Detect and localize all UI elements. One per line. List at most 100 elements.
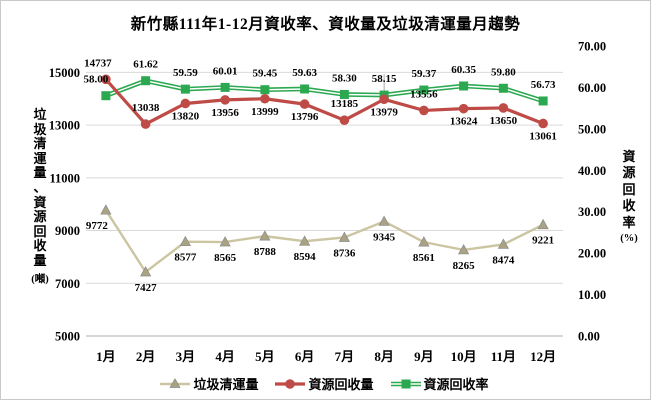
square-marker <box>260 85 270 95</box>
series-waste-clearance-labels: 9772 7427 8577 8565 8788 8594 8736 9345 8561 8265… <box>86 220 554 294</box>
series-line <box>105 78 544 104</box>
month-label: 5月 <box>255 349 275 364</box>
data-label: 13556 <box>410 88 438 100</box>
data-label: 13650 <box>490 115 518 127</box>
data-label: 13185 <box>331 98 359 110</box>
square-marker <box>538 96 548 106</box>
data-label: 13999 <box>251 106 279 118</box>
circle-marker <box>419 105 429 116</box>
month-label: 9月 <box>414 349 434 364</box>
square-marker <box>459 81 469 91</box>
month-label: 6月 <box>295 349 315 364</box>
series-waste-clearance <box>100 204 549 277</box>
triangle-marker <box>219 236 231 247</box>
triangle-marker <box>179 235 191 247</box>
square-marker <box>419 85 429 95</box>
data-label: 56.73 <box>531 79 556 91</box>
data-label: 59.45 <box>253 68 278 80</box>
triangle-marker <box>259 230 271 241</box>
data-label: 8788 <box>254 246 277 258</box>
triangle-marker <box>537 218 549 230</box>
series-line-stripe <box>105 79 544 102</box>
circle-marker <box>498 103 509 113</box>
data-label: 13956 <box>211 107 239 119</box>
circle-marker <box>101 74 111 85</box>
data-label: 58.15 <box>372 73 397 85</box>
month-label: 1月 <box>96 349 116 364</box>
waste-clearance-legend-icon <box>160 377 191 388</box>
data-label: 8265 <box>453 260 476 272</box>
triangle-marker <box>140 266 152 277</box>
square-marker <box>498 83 508 93</box>
legend-label: 資源回收量 <box>308 377 374 392</box>
recycling-amount-legend-icon <box>275 378 306 389</box>
data-label: 8736 <box>333 248 356 260</box>
data-label: 8474 <box>492 254 515 266</box>
data-label: 9345 <box>373 231 396 243</box>
series-line <box>104 78 544 127</box>
circle-marker <box>458 103 469 114</box>
data-label: 13038 <box>132 102 160 114</box>
data-label: 8561 <box>413 252 435 264</box>
right-tick-label: 0.00 <box>578 330 600 344</box>
circle-marker <box>140 119 151 129</box>
square-marker <box>339 89 349 99</box>
series-recycling-rate-labels: 58.00 61.62 59.59 60.01 59.45 59.63 58.30 58.15… <box>84 59 557 91</box>
triangle-marker <box>100 204 112 215</box>
square-marker <box>300 84 310 94</box>
right-axis-title-text: 資源回收率 <box>622 149 636 230</box>
data-label: 7427 <box>135 282 158 294</box>
triangle-marker <box>458 243 470 255</box>
data-label: 9772 <box>86 220 109 232</box>
right-tick-label: 50.00 <box>578 122 606 136</box>
series-recycling-amount-labels: 14737 13038 13820 13956 13999 13796 13185 13979… <box>84 57 557 142</box>
data-label: 8565 <box>214 252 237 264</box>
legend-label: 垃圾清運量 <box>193 377 259 392</box>
triangle-marker <box>338 231 350 242</box>
month-label: 8月 <box>374 349 394 364</box>
month-label: 4月 <box>215 349 235 364</box>
left-axis-unit: (噸) <box>31 273 49 285</box>
data-label: 13061 <box>529 130 557 142</box>
data-label: 58.30 <box>332 72 357 84</box>
right-tick-label: 40.00 <box>578 164 606 178</box>
left-tick-label: 15000 <box>49 66 80 80</box>
circle-marker <box>379 94 389 105</box>
square-marker <box>180 84 190 94</box>
right-axis-ticks: 0.00 10.00 20.00 30.00 40.00 50.00 60.00 70.00 <box>578 40 606 344</box>
data-label: 59.37 <box>412 68 437 80</box>
data-label: 59.59 <box>173 67 198 79</box>
month-label: 12月 <box>530 349 556 364</box>
data-label: 14737 <box>84 57 112 69</box>
data-label: 60.35 <box>451 64 476 76</box>
data-label: 59.63 <box>292 67 317 79</box>
data-label: 8577 <box>174 252 197 264</box>
series-recycling-amount <box>101 74 548 129</box>
left-tick-label: 7000 <box>55 277 80 291</box>
left-tick-label: 5000 <box>55 330 80 344</box>
circle-marker <box>299 99 310 109</box>
data-label: 13624 <box>450 116 478 128</box>
data-label: 13796 <box>291 111 319 123</box>
x-axis-labels: 1月 2月 3月 4月 5月 6月 7月 8月 9月 10月 11月 12月 <box>96 349 556 364</box>
right-axis-unit: (%) <box>620 233 638 245</box>
gridlines <box>86 71 563 337</box>
left-tick-label: 9000 <box>55 224 80 238</box>
data-label: 61.62 <box>133 59 158 71</box>
triangle-marker <box>378 215 390 226</box>
data-label: 9221 <box>532 235 554 247</box>
month-label: 11月 <box>491 349 516 364</box>
circle-marker <box>180 98 191 109</box>
legend-item-waste-clearance: 垃圾清運量 <box>160 374 258 393</box>
circle-marker <box>538 118 548 129</box>
square-marker <box>220 82 230 92</box>
series-recycling-rate <box>101 76 548 106</box>
data-label: 59.80 <box>491 66 516 78</box>
circle-marker <box>339 115 350 126</box>
legend-item-recycling-rate: 資源回收率 <box>390 374 489 393</box>
month-label: 10月 <box>451 349 477 364</box>
chart-title: 新竹縣111年1-12月資收率、資收量及垃圾清運量月趨勢 <box>130 16 521 33</box>
data-label: 58.00 <box>84 74 109 86</box>
right-tick-label: 10.00 <box>578 288 606 302</box>
